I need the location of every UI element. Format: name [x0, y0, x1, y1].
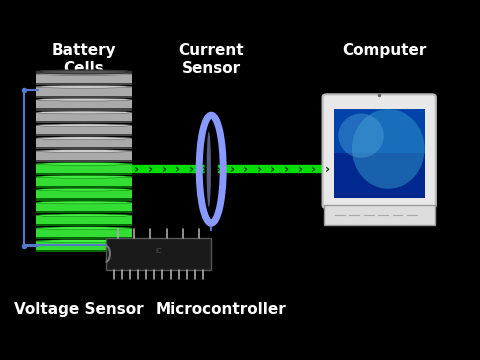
Text: Computer: Computer — [342, 43, 426, 58]
Bar — [36, 173, 132, 175]
Bar — [36, 177, 132, 188]
Bar — [36, 134, 132, 136]
Text: ›: › — [311, 163, 316, 176]
Text: ›: › — [298, 163, 302, 176]
Ellipse shape — [36, 201, 132, 204]
Bar — [36, 202, 132, 213]
Ellipse shape — [36, 214, 132, 217]
Ellipse shape — [36, 98, 132, 101]
Ellipse shape — [36, 150, 132, 153]
Bar — [36, 147, 132, 149]
Bar — [36, 108, 132, 111]
Bar — [36, 87, 132, 98]
Ellipse shape — [36, 111, 132, 114]
Bar — [36, 138, 132, 149]
Text: ›: › — [134, 163, 139, 176]
Ellipse shape — [36, 227, 132, 230]
Text: ›: › — [243, 163, 248, 176]
Ellipse shape — [36, 85, 132, 88]
Bar — [36, 228, 132, 239]
Ellipse shape — [36, 124, 132, 127]
Bar — [36, 241, 132, 252]
Bar — [36, 160, 132, 162]
Bar — [36, 198, 132, 201]
Bar — [36, 224, 132, 226]
Bar — [36, 211, 132, 213]
Bar — [36, 83, 132, 85]
Ellipse shape — [352, 109, 425, 189]
Bar — [334, 153, 425, 198]
Text: ›: › — [216, 163, 221, 176]
Text: ›: › — [161, 163, 167, 176]
Text: ›: › — [284, 163, 289, 176]
Text: Battery
Cells: Battery Cells — [52, 43, 116, 76]
Text: ›: › — [175, 163, 180, 176]
Text: ›: › — [202, 163, 207, 176]
Ellipse shape — [36, 70, 132, 74]
Bar — [36, 164, 132, 175]
Text: ›: › — [148, 163, 153, 176]
Bar — [36, 125, 132, 136]
Bar — [36, 74, 132, 85]
Ellipse shape — [204, 122, 218, 217]
Bar — [36, 112, 132, 123]
Bar — [36, 151, 132, 162]
Bar — [36, 95, 132, 98]
Bar — [36, 250, 132, 252]
Ellipse shape — [36, 188, 132, 191]
Bar — [334, 109, 425, 198]
Bar — [36, 121, 132, 123]
Ellipse shape — [338, 113, 384, 158]
Text: ›: › — [270, 163, 276, 176]
Ellipse shape — [36, 137, 132, 140]
FancyBboxPatch shape — [324, 205, 435, 225]
Bar — [36, 215, 132, 226]
Ellipse shape — [36, 162, 132, 165]
Ellipse shape — [36, 240, 132, 243]
Text: ›: › — [229, 163, 235, 176]
Text: Microcontroller: Microcontroller — [156, 302, 286, 317]
Text: ›: › — [338, 163, 343, 176]
Text: ›: › — [189, 163, 194, 176]
Bar — [36, 185, 132, 188]
Text: Current
Sensor: Current Sensor — [179, 43, 244, 76]
FancyBboxPatch shape — [323, 94, 436, 208]
Bar — [106, 238, 211, 270]
Bar — [36, 190, 132, 201]
Text: ›: › — [324, 163, 330, 176]
Text: Voltage Sensor: Voltage Sensor — [14, 302, 144, 317]
Ellipse shape — [36, 175, 132, 178]
Text: ›: › — [257, 163, 262, 176]
Ellipse shape — [207, 131, 211, 207]
Ellipse shape — [36, 72, 132, 75]
Bar — [36, 100, 132, 111]
Text: IC: IC — [155, 248, 162, 253]
Bar — [36, 237, 132, 239]
